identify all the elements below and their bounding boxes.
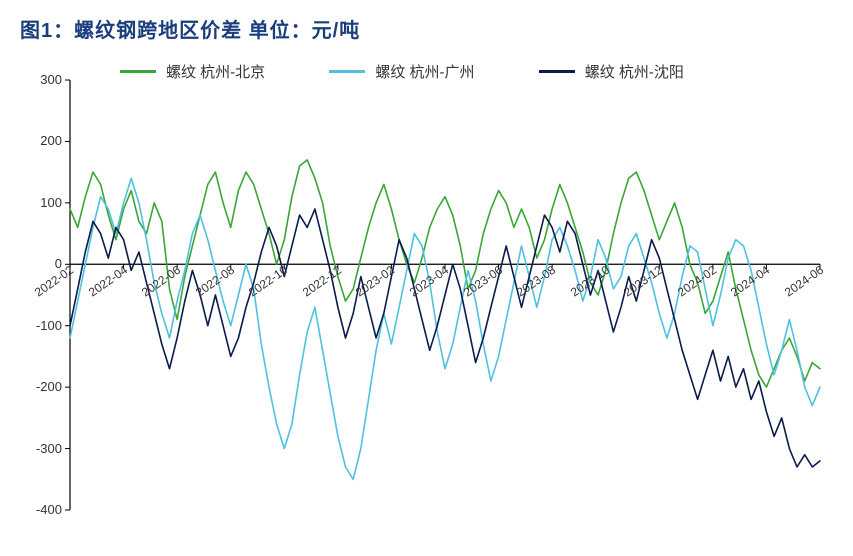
y-tick-label: -100 <box>22 318 62 333</box>
y-tick-label: -300 <box>22 441 62 456</box>
y-tick-label: 200 <box>22 133 62 148</box>
y-tick-label: 100 <box>22 195 62 210</box>
figure-container: 图1：螺纹钢跨地区价差 单位：元/吨 螺纹 杭州-北京 螺纹 杭州-广州 螺纹 … <box>0 0 853 556</box>
y-tick-label: -200 <box>22 379 62 394</box>
y-tick-label: 300 <box>22 72 62 87</box>
y-tick-label: 0 <box>22 256 62 271</box>
y-tick-label: -400 <box>22 502 62 517</box>
